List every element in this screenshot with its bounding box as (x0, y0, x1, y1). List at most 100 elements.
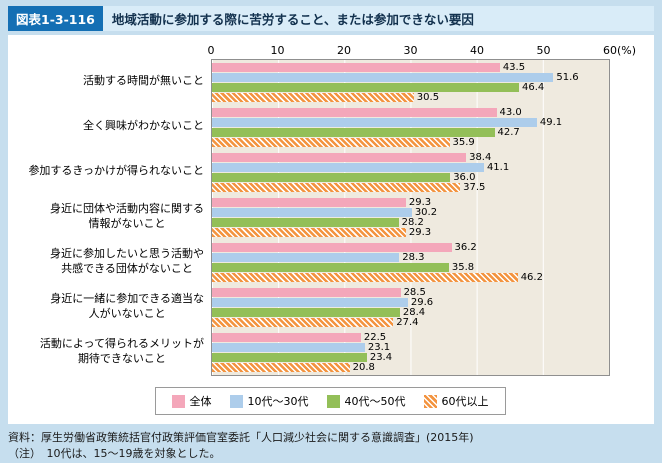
bar-row: 49.1 (212, 117, 609, 128)
legend-item: 60代以上 (423, 393, 489, 409)
legend-label: 60代以上 (441, 395, 489, 408)
legend-swatch (326, 394, 340, 408)
bar (212, 108, 497, 117)
bar-value-label: 36.2 (454, 242, 477, 253)
bar-row: 27.4 (212, 317, 609, 328)
legend: 全体 10代～30代 40代～50代 60代以上 (154, 387, 506, 415)
category-label: 活動によって得られるメリットが 期待できないこと (39, 337, 204, 365)
bar (212, 263, 449, 272)
bar-row: 23.1 (212, 342, 609, 353)
bar (212, 118, 537, 127)
bar (212, 63, 500, 72)
bar-value-label: 43.0 (499, 107, 522, 118)
category-label: 活動する時間が無いこと (83, 74, 204, 88)
x-tick-label: 0 (207, 44, 215, 57)
bar (212, 253, 400, 262)
bar (212, 163, 484, 172)
bar (212, 153, 467, 162)
bar-value-label: 41.1 (486, 162, 510, 173)
bar-value-label: 43.5 (502, 62, 526, 73)
bar-value-label: 29.3 (408, 227, 432, 238)
category-label: 身近に一緒に参加できる適当な 人がいないこと (50, 292, 204, 320)
bar (212, 138, 450, 147)
bar (212, 353, 367, 362)
bar-value-label: 38.4 (469, 152, 492, 163)
bar-value-label: 36.0 (453, 172, 476, 183)
legend-item: 全体 (171, 393, 212, 409)
bar-value-label: 37.5 (463, 182, 486, 193)
bar-row: 30.5 (212, 92, 609, 103)
bar (212, 183, 461, 192)
bar-row: 46.4 (212, 82, 609, 93)
x-axis: 0 10 20 30 40 50 60 (%) (207, 43, 637, 59)
bar (212, 298, 408, 307)
note: （注） 10代は、15～19歳を対象とした。 (8, 446, 221, 460)
bar-group: 29.3 30.2 28.2 29.3 (212, 195, 609, 240)
bar-value-label: 23.1 (367, 342, 391, 353)
bar-value-label: 30.5 (416, 92, 440, 103)
x-tick-label: 40 (469, 44, 484, 57)
x-tick-label: 30 (403, 44, 418, 57)
x-tick-label: 10 (270, 44, 285, 57)
bar (212, 173, 451, 182)
bar-value-label: 35.8 (451, 262, 475, 273)
bar (212, 343, 365, 352)
bar-group: 43.5 51.6 46.4 30.5 (212, 60, 609, 105)
bar-row: 22.5 (212, 332, 609, 343)
bar-value-label: 29.3 (408, 197, 432, 208)
bar (212, 243, 452, 252)
x-tick-label: 50 (536, 44, 551, 57)
bar (212, 83, 519, 92)
legend-swatch (423, 394, 437, 408)
bar-value-label: 46.2 (520, 272, 543, 283)
bar-value-label: 20.8 (352, 362, 375, 373)
figure-number-badge: 図表1-3-116 (8, 6, 103, 31)
bar-row: 46.2 (212, 272, 609, 283)
bar-row: 43.0 (212, 107, 609, 118)
bar-value-label: 23.4 (369, 352, 393, 363)
bar-row: 51.6 (212, 72, 609, 83)
category-labels-column: 活動する時間が無いこと 全く興味がわかないこと参加するきっかけが得られないこと身近… (16, 59, 211, 376)
category-label: 身近に団体や活動内容に関する 情報がないこと (50, 202, 204, 230)
bar-group: 22.5 23.1 23.4 20.8 (212, 330, 609, 375)
bar-value-label: 46.4 (522, 82, 545, 93)
figure-title: 地域活動に参加する際に苦労すること、または参加できない要因 (102, 6, 654, 31)
bar-row: 42.7 (212, 127, 609, 138)
bar-group: 28.5 29.6 28.4 27.4 (212, 285, 609, 330)
category-label: 参加するきっかけが得られないこと (28, 164, 204, 178)
legend-swatch (229, 394, 243, 408)
legend-item: 10代～30代 (229, 393, 309, 409)
plot-area: 43.5 51.6 46.4 30.5 43.0 49.1 42.7 35.9 38.4 41.1… (211, 59, 610, 376)
category-label: 全く興味がわかないこと (83, 119, 204, 133)
bar-row: 36.0 (212, 172, 609, 183)
bar (212, 333, 361, 342)
footer-notes: 資料：厚生労働省政策統括官付政策評価官室委託「人口減少社会に関する意識調査」(2… (8, 430, 654, 462)
bar (212, 363, 350, 372)
bar-value-label: 28.4 (402, 307, 426, 318)
bar (212, 308, 400, 317)
bar-value-label: 30.2 (414, 207, 438, 218)
x-tick-label: 20 (336, 44, 351, 57)
bar-group: 36.2 28.3 35.8 46.2 (212, 240, 609, 285)
bar (212, 288, 401, 297)
bar-row: 35.9 (212, 137, 609, 148)
bar-row: 35.8 (212, 262, 609, 273)
bar (212, 93, 414, 102)
bar-row: 29.6 (212, 297, 609, 308)
bar-row: 28.5 (212, 287, 609, 298)
bar (212, 198, 406, 207)
x-axis-unit-label: (%) (617, 44, 637, 57)
bar-value-label: 28.5 (403, 287, 426, 298)
bar (212, 228, 406, 237)
bar-value-label: 22.5 (363, 332, 387, 343)
bar-row: 28.4 (212, 307, 609, 318)
chart-panel: 0 10 20 30 40 50 60 (%) 活動する時間が無いこと 全く興味がわかないこと参… (8, 35, 654, 424)
bar-value-label: 49.1 (539, 117, 563, 128)
legend-label: 全体 (189, 395, 212, 408)
legend-label: 10代～30代 (247, 395, 309, 408)
bar-value-label: 42.7 (497, 127, 520, 138)
bar (212, 128, 495, 137)
bar-value-label: 28.3 (402, 252, 425, 263)
bar (212, 73, 554, 82)
